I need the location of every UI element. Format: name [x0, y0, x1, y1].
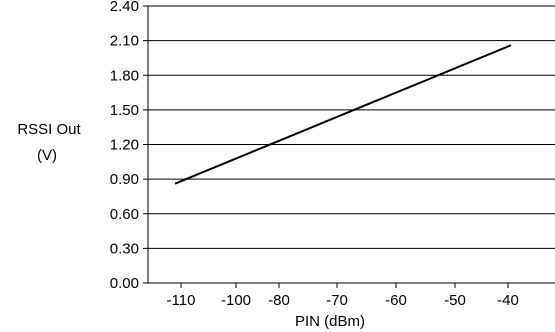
y-tick-label: 0.00 [110, 275, 139, 292]
y-tick-label: 2.40 [110, 0, 139, 15]
x-tick-label: -80 [268, 292, 290, 309]
y-tick-label: 1.20 [110, 137, 139, 154]
x-tick-label: -110 [167, 292, 196, 309]
x-axis-title: PIN (dBm) [295, 313, 365, 330]
x-tick-label: -60 [385, 292, 407, 309]
y-tick-label: 1.80 [110, 67, 139, 84]
axis-layer [143, 5, 555, 288]
series-layer [174, 44, 512, 185]
y-axis-title-line-2: (V) [37, 147, 57, 164]
x-tick-label: -100 [221, 292, 251, 309]
grid-layer [148, 5, 555, 249]
x-tick-label: -40 [497, 292, 519, 309]
y-tick-label: 0.60 [110, 206, 139, 223]
x-tick-label: -70 [326, 292, 348, 309]
y-tick-label: 2.10 [110, 33, 139, 50]
y-tick-label: 0.90 [110, 171, 139, 188]
y-axis-title-line-1: RSSI Out [17, 121, 81, 138]
x-tick-label: -50 [444, 292, 466, 309]
series-line [174, 44, 512, 185]
y-tick-label: 1.50 [110, 102, 139, 119]
y-tick-label: 0.30 [110, 240, 139, 257]
label-layer: PIN (dBm) RSSI Out (V) 2.40 2.10 1.80 1.50 1… [17, 0, 519, 330]
